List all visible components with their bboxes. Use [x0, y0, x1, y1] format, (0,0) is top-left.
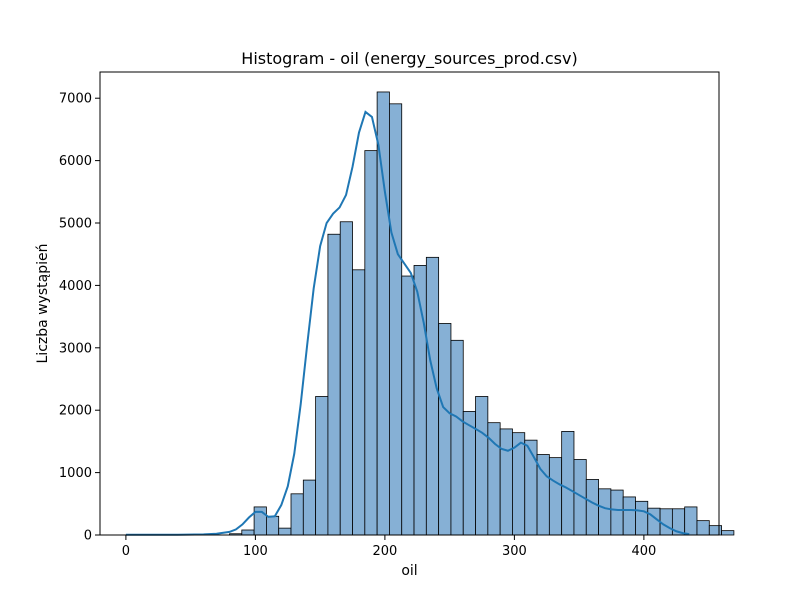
- histogram-bar: [315, 396, 329, 536]
- y-axis-label: Liczba wystąpień: [35, 243, 51, 363]
- histogram-bar: [585, 479, 599, 536]
- histogram-bar: [450, 339, 464, 536]
- histogram-bar: [401, 275, 415, 536]
- histogram-bar: [425, 256, 440, 536]
- histogram-bar: [376, 91, 390, 536]
- x-tick-label: 200: [372, 544, 397, 559]
- histogram-bar: [708, 525, 722, 536]
- histogram-bar: [610, 489, 624, 536]
- histogram-bar: [684, 506, 698, 536]
- y-axis-ticks: 0 1000 2000 3000 4000 5000 6000 7000: [59, 92, 100, 544]
- histogram-bar: [352, 269, 366, 536]
- histogram-bar: [389, 103, 403, 536]
- histogram-bar: [659, 508, 673, 536]
- y-tick-label: 3000: [59, 341, 92, 356]
- histogram-bar: [696, 520, 710, 536]
- y-tick-label: 7000: [59, 92, 92, 107]
- histogram-bar: [721, 530, 735, 536]
- histogram-bar: [339, 221, 353, 536]
- y-tick-label: 0: [84, 529, 92, 544]
- histogram-bar: [327, 233, 341, 536]
- histogram-bar: [438, 323, 452, 536]
- histogram-bar: [364, 150, 378, 536]
- histogram-bar: [499, 428, 513, 536]
- y-tick-label: 6000: [59, 154, 92, 169]
- bars-group: [229, 91, 735, 536]
- histogram-bar: [278, 527, 292, 536]
- histogram-bar: [622, 496, 636, 536]
- plot-frame: [99, 71, 720, 536]
- y-tick-label: 2000: [59, 404, 92, 419]
- histogram-bar: [635, 500, 649, 536]
- x-axis-ticks: 0 100 200 300 400: [122, 535, 656, 559]
- x-axis-label: oil: [401, 563, 417, 579]
- x-tick-label: 100: [243, 544, 268, 559]
- histogram-bar: [598, 488, 612, 536]
- chart-title: Histogram - oil (energy_sources_prod.csv…: [241, 49, 577, 69]
- histogram-bar: [561, 431, 575, 536]
- histogram-bar: [524, 439, 538, 536]
- histogram-bar: [462, 411, 476, 536]
- y-tick-label: 1000: [59, 466, 92, 481]
- histogram-bar: [266, 515, 280, 536]
- y-tick-label: 4000: [59, 279, 92, 294]
- kde-line: [125, 110, 690, 536]
- x-tick-label: 400: [631, 544, 656, 559]
- histogram-bar: [302, 479, 317, 536]
- x-tick-label: 300: [502, 544, 527, 559]
- histogram-bar: [548, 457, 563, 536]
- histogram-bar: [241, 529, 255, 536]
- histogram-bar: [290, 493, 304, 536]
- x-tick-label: 0: [122, 544, 130, 559]
- histogram-bar: [475, 396, 489, 536]
- y-tick-label: 5000: [59, 217, 92, 232]
